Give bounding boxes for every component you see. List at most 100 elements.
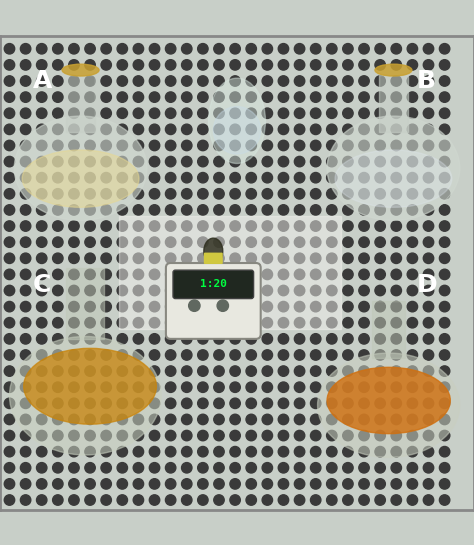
Circle shape [53,140,63,150]
Circle shape [165,431,176,441]
Circle shape [53,76,63,86]
Circle shape [101,431,111,441]
Circle shape [133,76,144,86]
Circle shape [53,205,63,215]
Circle shape [69,463,79,473]
Circle shape [246,124,256,135]
Circle shape [294,285,305,296]
Circle shape [20,140,31,150]
Circle shape [117,301,128,312]
Circle shape [149,205,160,215]
Circle shape [359,156,369,167]
Circle shape [20,446,31,457]
Circle shape [294,189,305,199]
Circle shape [407,463,418,473]
Circle shape [439,205,450,215]
Circle shape [36,156,47,167]
Circle shape [246,140,256,150]
Circle shape [4,350,15,360]
Circle shape [4,205,15,215]
Circle shape [262,253,273,263]
Circle shape [310,366,321,376]
Circle shape [278,44,289,54]
Circle shape [294,253,305,263]
Circle shape [133,479,144,489]
Circle shape [85,269,95,280]
Circle shape [230,44,240,54]
Circle shape [214,140,224,150]
Circle shape [53,156,63,167]
Circle shape [327,44,337,54]
Circle shape [85,366,95,376]
Ellipse shape [375,64,412,76]
Circle shape [439,76,450,86]
Ellipse shape [209,78,265,164]
Circle shape [198,237,208,247]
Circle shape [36,253,47,263]
Circle shape [375,366,385,376]
Circle shape [278,350,289,360]
Circle shape [391,156,401,167]
Circle shape [69,108,79,118]
Circle shape [214,446,224,457]
Circle shape [214,382,224,392]
Circle shape [36,398,47,409]
Circle shape [327,140,337,150]
Circle shape [85,189,95,199]
Circle shape [69,172,79,183]
Circle shape [359,463,369,473]
Circle shape [198,108,208,118]
Circle shape [133,446,144,457]
Circle shape [149,414,160,425]
Circle shape [246,172,256,183]
Circle shape [85,285,95,296]
Circle shape [214,172,224,183]
Circle shape [20,253,31,263]
Circle shape [133,285,144,296]
Circle shape [4,124,15,135]
Circle shape [149,108,160,118]
Ellipse shape [213,107,261,154]
Circle shape [36,124,47,135]
Circle shape [294,318,305,328]
Circle shape [359,140,369,150]
Circle shape [101,463,111,473]
Circle shape [214,463,224,473]
Circle shape [230,414,240,425]
Circle shape [278,366,289,376]
Circle shape [36,366,47,376]
Circle shape [310,44,321,54]
Circle shape [53,463,63,473]
Circle shape [182,124,192,135]
Circle shape [375,59,385,70]
Circle shape [133,189,144,199]
Circle shape [117,221,128,231]
Circle shape [117,479,128,489]
Circle shape [165,382,176,392]
Circle shape [4,301,15,312]
Circle shape [149,140,160,150]
Circle shape [198,479,208,489]
Circle shape [391,366,401,376]
Circle shape [182,253,192,263]
Circle shape [133,495,144,505]
Circle shape [230,350,240,360]
Circle shape [117,124,128,135]
Circle shape [391,301,401,312]
Circle shape [327,221,337,231]
Circle shape [20,269,31,280]
Circle shape [165,76,176,86]
Circle shape [359,334,369,344]
Circle shape [423,446,434,457]
Circle shape [439,382,450,392]
Circle shape [294,382,305,392]
Circle shape [149,318,160,328]
Circle shape [101,479,111,489]
Circle shape [391,334,401,344]
Circle shape [101,92,111,102]
Circle shape [133,44,144,54]
Circle shape [101,269,111,280]
Circle shape [375,156,385,167]
Circle shape [53,414,63,425]
Circle shape [375,285,385,296]
